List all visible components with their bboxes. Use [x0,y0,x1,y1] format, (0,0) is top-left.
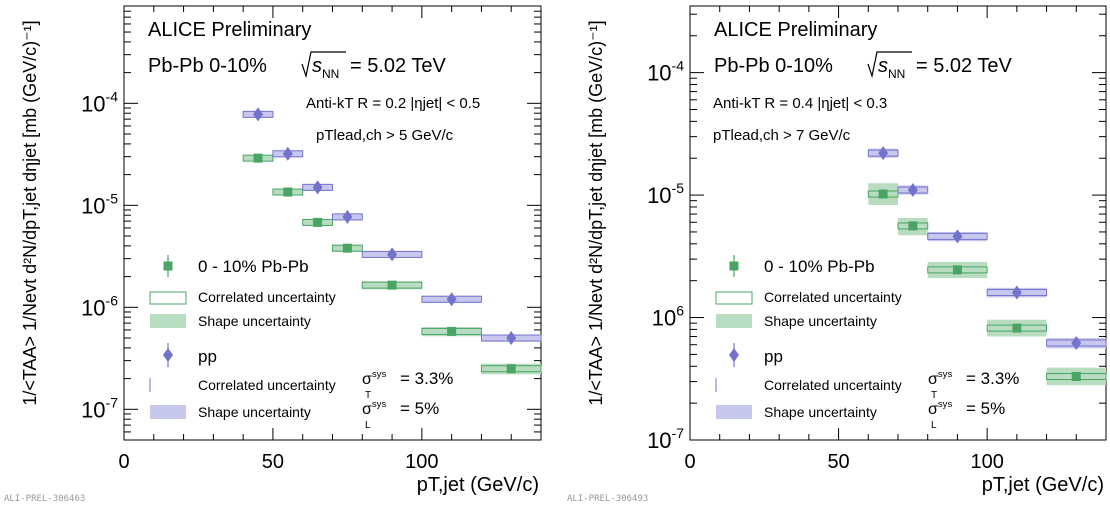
header-alice: ALICE Preliminary [148,19,311,41]
chart-panel-2: 0 50 100 10-7 106 10-5 10-4 ALICE Preliminary Pb… [567,5,1107,504]
legend-pbpb-corr-label: Correlated uncertainty [198,289,336,305]
legend-pbpb-marker [163,261,173,271]
chart-panel-1: 0 50 100 10-7 10-6 10-5 10-4 ALICE Preliminary P… [4,5,542,504]
y-tick-label: 10-5 [647,180,684,208]
pp-data-point [952,229,963,244]
cut-label-1: Anti-kT R = 0.2 |ηjet| < 0.5 [306,95,480,112]
legend-pbpb-shape-band [716,314,752,328]
legend-pbpb-corr-box [149,291,187,305]
legend-pp-shape-band [716,405,752,419]
legend-pp-shape-label: Shape uncertainty [198,404,311,420]
legend-pbpb-shape-label: Shape uncertainty [198,313,311,329]
sigma-taa-symbol: σsys​ [928,369,952,388]
y-tick-label: 10-4 [647,58,684,86]
header-alice: ALICE Preliminary [714,19,877,41]
y-axis-label: 1/<TAA> 1/Nevt d²N/dpT,jet dηjet [mb (Ge… [586,20,606,405]
legend-pp-shape-label: Shape uncertainty [764,404,877,420]
sigma-taa-value: = 3.3% [966,369,1019,388]
footer-id: ALI-PREL-306463 [4,494,85,504]
sigma-lint-subscript: L [365,420,371,431]
pp-data-point [1011,285,1022,300]
x-axis-label: pT,jet (GeV/c) [417,474,539,496]
pp-data-point [907,183,918,198]
y-tick-label: 10-5 [81,190,118,218]
pbpb-data-point [878,189,888,199]
sigma-taa-value: = 3.3% [400,369,453,388]
pbpb-data-point [283,187,293,197]
y-tick-label: 106 [652,303,684,331]
legend-pp-corr-label: Correlated uncertainty [198,377,336,393]
x-tick-label: 100 [405,451,438,473]
pp-data-point [506,331,517,346]
pbpb-data-point [506,364,516,374]
legend-pp-label: pp [198,347,217,366]
x-tick-label: 100 [970,451,1003,473]
sqrt-sign [867,51,912,79]
sigma-lint-value: = 5% [400,399,439,418]
pbpb-data-point [1012,323,1022,333]
pp-data-point [446,292,457,307]
sigma-taa-subscript: T [365,390,371,401]
y-tick-label: 10-4 [81,88,118,116]
x-tick-label: 50 [262,451,284,473]
pp-data-point [387,247,398,262]
sigma-lint-value: = 5% [966,399,1005,418]
header-system: Pb-Pb 0-10% [714,55,833,77]
sigma-taa-symbol: σsys​ [362,369,386,388]
energy-label: = 5.02 TeV [916,55,1012,77]
legend-pp-marker [729,348,739,362]
legend-pp-label: pp [764,347,783,366]
sigma-lint-symbol: σsys​ [928,399,952,418]
pbpb-data-point [1071,372,1081,382]
cut-label-1: Anti-kT R = 0.4 |ηjet| < 0.3 [713,95,887,112]
pbpb-data-point [342,243,352,253]
y-axis-label: 1/<TAA> 1/Nevt d²N/dpT,jet dηjet [mb (Ge… [20,20,40,405]
legend-pp-marker [163,348,173,362]
pbpb-data-point [908,221,918,231]
cut-label-2: pTlead,ch > 5 GeV/c [316,127,454,144]
header-system: Pb-Pb 0-10% [148,55,267,77]
x-tick-label: 50 [827,451,849,473]
legend-pbpb-corr-label: Correlated uncertainty [764,289,902,305]
pp-data-point [253,107,264,122]
x-tick-label: 0 [684,451,695,473]
sigma-taa-subscript: T [931,390,937,401]
legend-pbpb-marker [729,261,739,271]
y-tick-label: 10-6 [81,292,118,320]
pp-data-point [312,180,323,195]
sigma-lint-subscript: L [931,420,937,431]
energy-symbol: sNN​ [878,55,905,81]
cut-label-2: pTlead,ch > 7 GeV/c [713,127,851,144]
pbpb-data-point [313,217,323,227]
sqrt-sign [301,51,346,79]
y-tick-label: 10-7 [81,394,118,422]
x-tick-label: 0 [118,451,129,473]
pp-data-point [342,209,353,224]
legend-pp-corr-label: Correlated uncertainty [764,377,902,393]
pp-data-point [282,146,293,161]
legend-pbpb-shape-band [150,314,186,328]
y-tick-label: 10-7 [647,425,684,453]
pp-data-point [878,146,889,161]
energy-label: = 5.02 TeV [350,55,446,77]
x-axis-label: pT,jet (GeV/c) [982,474,1104,496]
sigma-lint-symbol: σsys​ [362,399,386,418]
pp-data-point [1071,335,1082,350]
legend-pbpb-corr-box [715,291,753,305]
pbpb-data-point [447,326,457,336]
legend-pp-shape-band [150,405,186,419]
legend-pbpb-label: 0 - 10% Pb-Pb [764,257,875,276]
legend-pbpb-label: 0 - 10% Pb-Pb [198,257,309,276]
energy-symbol: sNN​ [312,55,339,81]
pbpb-data-point [952,265,962,275]
pbpb-data-point [387,280,397,290]
legend-pbpb-shape-label: Shape uncertainty [764,313,877,329]
pbpb-data-point [253,153,263,163]
footer-id: ALI-PREL-306493 [567,494,648,504]
